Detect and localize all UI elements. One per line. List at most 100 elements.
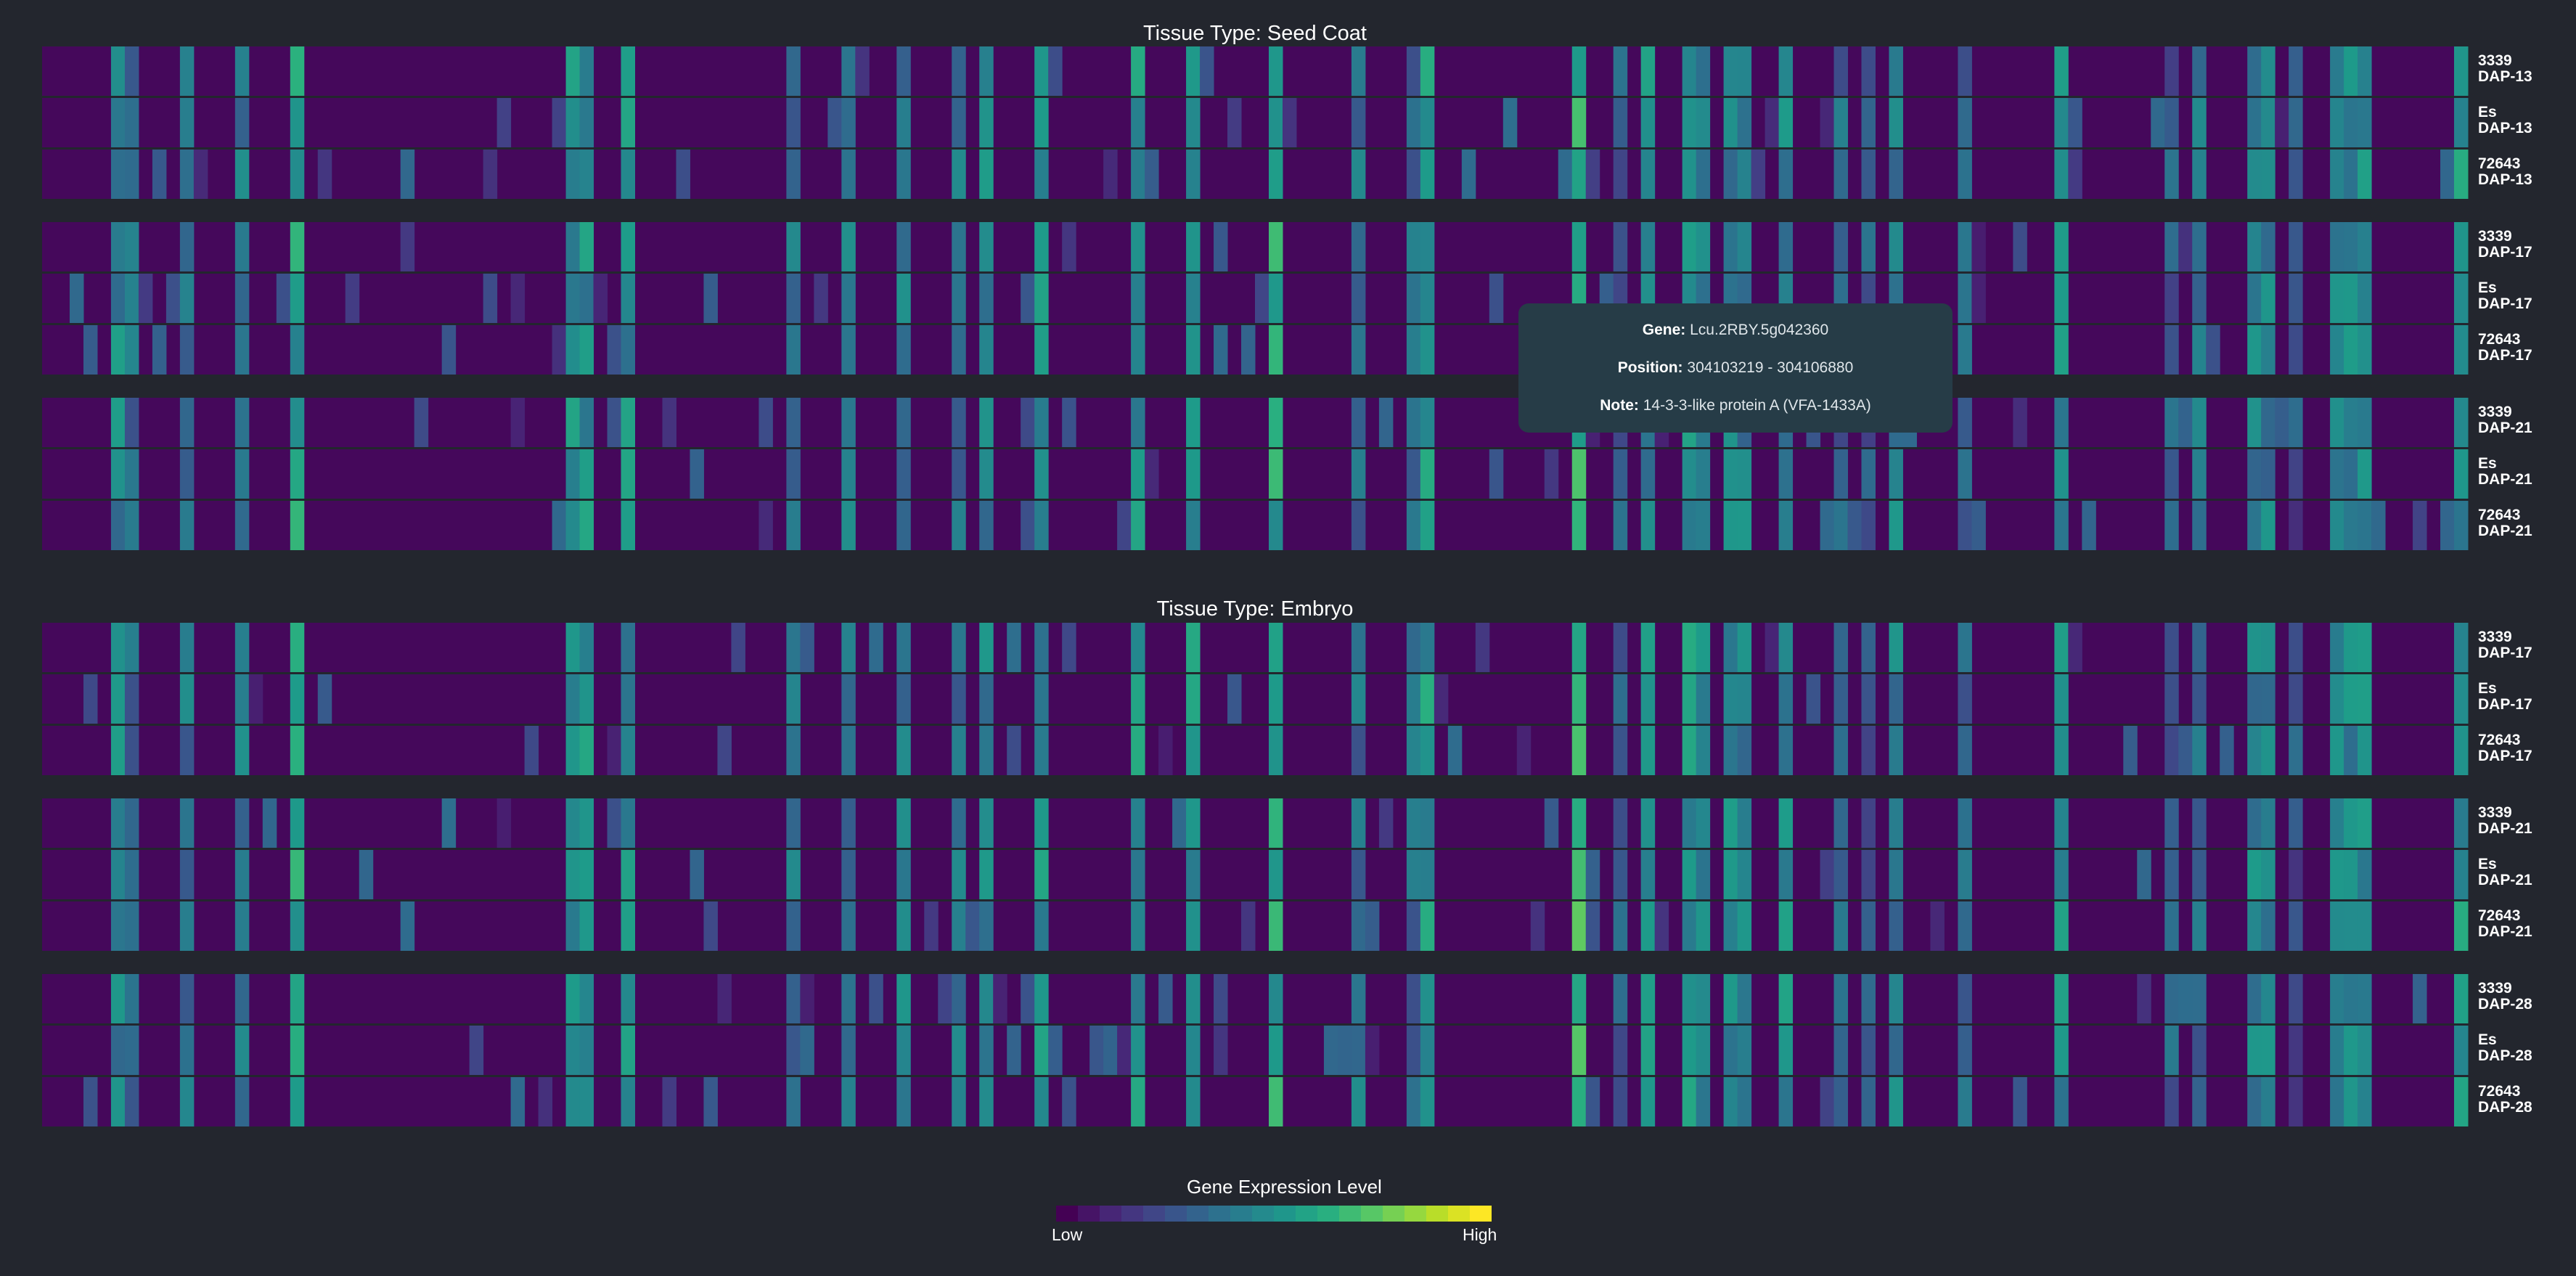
heatmap-cell[interactable] <box>1489 274 1504 323</box>
heatmap-cell[interactable] <box>1406 449 1421 499</box>
heatmap-cell[interactable] <box>2192 1077 2207 1126</box>
heatmap-cell[interactable] <box>1778 901 1794 951</box>
heatmap-cell[interactable] <box>2220 726 2234 775</box>
heatmap-cell[interactable] <box>1613 98 1628 147</box>
heatmap-cell[interactable] <box>1268 150 1283 199</box>
heatmap-cell[interactable] <box>1696 449 1711 499</box>
heatmap-cell[interactable] <box>621 1026 636 1075</box>
heatmap-cell[interactable] <box>786 1026 801 1075</box>
heatmap-cell[interactable] <box>2192 46 2207 96</box>
heatmap-cell[interactable] <box>1103 150 1118 199</box>
heatmap-cell[interactable] <box>1406 222 1421 271</box>
heatmap-cell[interactable] <box>2344 901 2358 951</box>
heatmap-cell[interactable] <box>800 1026 814 1075</box>
heatmap-cell[interactable] <box>1737 46 1752 96</box>
heatmap-cell[interactable] <box>1696 222 1711 271</box>
heatmap-cell[interactable] <box>124 325 139 375</box>
heatmap-cell[interactable] <box>1613 501 1628 550</box>
heatmap-cell[interactable] <box>896 726 911 775</box>
heatmap-cell[interactable] <box>110 901 126 951</box>
heatmap-cell[interactable] <box>2192 501 2207 550</box>
heatmap-cell[interactable] <box>841 398 856 447</box>
heatmap-cell[interactable] <box>1682 1026 1697 1075</box>
heatmap-cell[interactable] <box>2330 1026 2344 1075</box>
heatmap-cell[interactable] <box>1131 726 1145 775</box>
heatmap-cell[interactable] <box>1268 98 1283 147</box>
heatmap-cell[interactable] <box>841 850 856 899</box>
heatmap-cell[interactable] <box>1351 325 1366 375</box>
heatmap-cell[interactable] <box>924 901 939 951</box>
heatmap-cell[interactable] <box>1958 623 1972 672</box>
heatmap-cell[interactable] <box>662 1077 676 1126</box>
heatmap-cell[interactable] <box>1378 398 1394 447</box>
heatmap-cell[interactable] <box>1889 674 1903 724</box>
heatmap-cell[interactable] <box>1682 46 1697 96</box>
heatmap-cell[interactable] <box>1613 974 1628 1023</box>
heatmap-cell[interactable] <box>1571 501 1587 550</box>
heatmap-cell[interactable] <box>2261 449 2276 499</box>
heatmap-cell[interactable] <box>1833 798 1849 848</box>
heatmap-cell[interactable] <box>607 325 622 375</box>
heatmap-cell[interactable] <box>565 1026 581 1075</box>
heatmap-cell[interactable] <box>979 449 994 499</box>
heatmap-cell[interactable] <box>938 974 952 1023</box>
heatmap-cell[interactable] <box>1475 623 1490 672</box>
heatmap-cell[interactable] <box>179 222 195 271</box>
heatmap-cell[interactable] <box>1131 974 1145 1023</box>
heatmap-cell[interactable] <box>2344 501 2358 550</box>
heatmap-cell[interactable] <box>124 1026 139 1075</box>
heatmap-cell[interactable] <box>2054 798 2069 848</box>
heatmap-cell[interactable] <box>2137 974 2151 1023</box>
heatmap-cell[interactable] <box>579 325 594 375</box>
heatmap-cell[interactable] <box>441 325 457 375</box>
heatmap-cell[interactable] <box>607 798 622 848</box>
heatmap-cell[interactable] <box>690 449 704 499</box>
heatmap-cell[interactable] <box>359 850 374 899</box>
heatmap-cell[interactable] <box>1640 674 1656 724</box>
heatmap-cell[interactable] <box>1186 325 1201 375</box>
heatmap-cell[interactable] <box>786 222 801 271</box>
heatmap-cell[interactable] <box>579 798 594 848</box>
heatmap-cell[interactable] <box>1227 98 1242 147</box>
heatmap-cell[interactable] <box>1820 850 1835 899</box>
heatmap-cell[interactable] <box>1833 150 1849 199</box>
heatmap-cell[interactable] <box>1778 674 1794 724</box>
heatmap-cell[interactable] <box>979 325 994 375</box>
heatmap-cell[interactable] <box>2330 798 2344 848</box>
heatmap-cell[interactable] <box>579 674 594 724</box>
heatmap-cell[interactable] <box>1640 98 1656 147</box>
heatmap-cell[interactable] <box>1214 222 1228 271</box>
heatmap-cell[interactable] <box>1214 974 1228 1023</box>
heatmap-cell[interactable] <box>1682 1077 1697 1126</box>
heatmap-cell[interactable] <box>979 901 994 951</box>
heatmap-cell[interactable] <box>800 623 814 672</box>
heatmap-cell[interactable] <box>1268 798 1283 848</box>
heatmap-cell[interactable] <box>1034 974 1049 1023</box>
heatmap-cell[interactable] <box>510 1077 526 1126</box>
heatmap-cell[interactable] <box>2344 674 2358 724</box>
heatmap-cell[interactable] <box>1131 623 1145 672</box>
heatmap-cell[interactable] <box>1958 974 1972 1023</box>
heatmap-cell[interactable] <box>952 901 966 951</box>
heatmap-cell[interactable] <box>841 449 856 499</box>
heatmap-cell[interactable] <box>1406 1077 1421 1126</box>
heatmap-cell[interactable] <box>1585 850 1600 899</box>
heatmap-cell[interactable] <box>786 674 801 724</box>
heatmap-cell[interactable] <box>2247 674 2262 724</box>
heatmap-cell[interactable] <box>2344 726 2358 775</box>
heatmap-cell[interactable] <box>1613 46 1628 96</box>
heatmap-cell[interactable] <box>1613 1026 1628 1075</box>
heatmap-cell[interactable] <box>1571 850 1587 899</box>
heatmap-cell[interactable] <box>827 98 842 147</box>
heatmap-cell[interactable] <box>234 274 250 323</box>
heatmap-cell[interactable] <box>290 1026 305 1075</box>
heatmap-cell[interactable] <box>2247 501 2262 550</box>
heatmap-cell[interactable] <box>1640 798 1656 848</box>
heatmap-cell[interactable] <box>1654 901 1669 951</box>
heatmap-cell[interactable] <box>124 1077 139 1126</box>
heatmap-cell[interactable] <box>1351 1026 1366 1075</box>
heatmap-cell[interactable] <box>1406 974 1421 1023</box>
heatmap-cell[interactable] <box>2454 1026 2469 1075</box>
heatmap-cell[interactable] <box>2330 623 2344 672</box>
heatmap-cell[interactable] <box>952 150 966 199</box>
